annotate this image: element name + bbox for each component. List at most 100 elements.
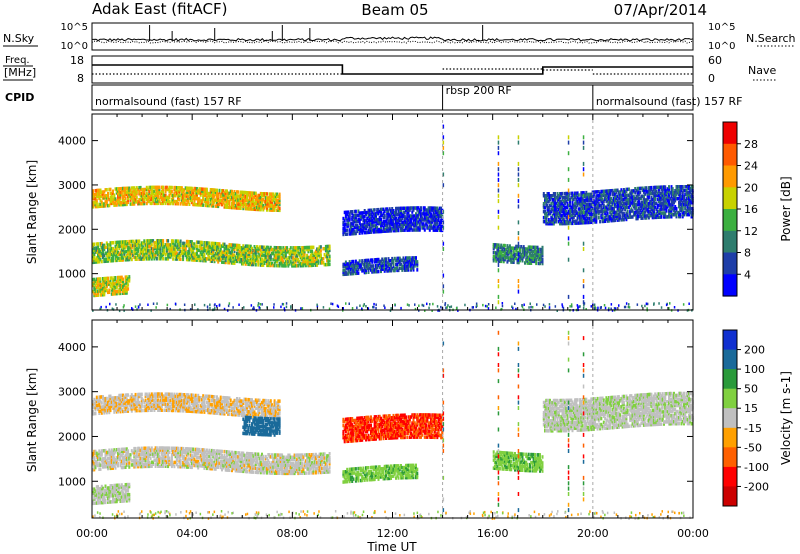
power-echo-cell — [683, 210, 685, 215]
power-echo-cell — [401, 206, 404, 211]
power-echo-cell — [277, 246, 280, 250]
power-echo-cell — [577, 213, 580, 217]
power-echo-cell — [238, 255, 241, 260]
power-echo-cell — [655, 185, 658, 190]
power-echo-cell — [413, 264, 416, 268]
power-echo-cell — [323, 262, 326, 267]
power-echo-cell — [112, 199, 114, 203]
power-echo-cell — [241, 252, 243, 256]
power-echo-cell — [224, 189, 227, 193]
power-echo-cell — [134, 241, 137, 246]
power-echo-cell — [94, 291, 97, 296]
power-echo-cell — [347, 210, 350, 214]
power-echo-cell — [411, 222, 414, 226]
power-echo-cell — [346, 218, 349, 222]
power-echo-cell — [605, 213, 608, 217]
power-echo-cell — [390, 269, 392, 273]
power-echo-cell — [386, 209, 389, 213]
power-echo-cell — [674, 189, 677, 193]
power-echo-cell — [123, 202, 126, 207]
noise-right-tick-top: 10^5 — [708, 22, 735, 33]
power-echo-cell — [291, 252, 294, 256]
power-echo-cell — [641, 202, 644, 206]
power-echo-cell — [344, 260, 347, 264]
power-echo-cell — [549, 212, 551, 216]
power-echo-cell — [192, 242, 195, 246]
power-echo-cell — [376, 259, 379, 264]
power-echo-cell — [296, 254, 299, 258]
power-echo-cell — [246, 256, 248, 260]
power-echo-cell — [125, 250, 128, 254]
power-echo-cell — [113, 278, 116, 282]
power-echo-cell — [97, 289, 99, 293]
power-echo-cell — [545, 202, 548, 206]
power-echo-cell — [601, 217, 604, 222]
power-echo-cell — [169, 189, 172, 194]
power-echo-cell — [496, 253, 499, 257]
power-echo-cell — [436, 226, 439, 230]
power-echo-cell — [178, 257, 181, 261]
power-echo-cell — [617, 206, 620, 210]
power-echo-cell — [413, 218, 416, 222]
power-echo-cell — [204, 259, 207, 263]
power-echo-cell — [210, 243, 213, 248]
power-echo-cell — [149, 245, 152, 249]
power-echo-cell — [503, 247, 506, 252]
power-echo-cell — [395, 226, 397, 231]
power-echo-cell — [128, 188, 131, 192]
power-echo-cell — [358, 213, 361, 217]
power-echo-cell — [503, 255, 506, 260]
power-echo-cell — [606, 203, 609, 207]
power-echo-cell — [311, 245, 314, 250]
power-echo-cell — [273, 255, 276, 260]
power-echo-cell — [346, 272, 349, 276]
power-echo-cell — [324, 244, 327, 249]
power-echo-cell — [531, 245, 534, 249]
power-echo-cell — [257, 249, 260, 253]
power-echo-cell — [500, 255, 503, 260]
power-echo-cell — [308, 247, 311, 252]
power-echo-cell — [118, 197, 121, 201]
power-echo-cell — [223, 250, 226, 255]
power-echo-cell — [316, 257, 319, 261]
power-echo-cell — [236, 247, 238, 252]
power-echo-cell — [258, 193, 261, 198]
power-echo-cell — [226, 254, 228, 259]
power-echo-cell — [217, 192, 220, 197]
power-echo-cell — [577, 211, 580, 215]
power-echo-cell — [217, 248, 220, 252]
power-echo-cell — [233, 243, 236, 247]
power-echo-cell — [303, 253, 306, 258]
power-echo-cell — [94, 198, 97, 203]
power-echo-cell — [382, 215, 385, 219]
power-echo-cell — [293, 262, 296, 266]
power-echo-cell — [680, 185, 683, 189]
power-echo-cell — [135, 251, 138, 255]
power-echo-cell — [520, 257, 523, 261]
power-echo-cell — [129, 202, 132, 206]
power-echo-cell — [328, 254, 331, 259]
power-echo-cell — [133, 241, 136, 246]
power-echo-cell — [185, 239, 188, 244]
power-echo-cell — [349, 226, 352, 230]
power-echo-cell — [685, 212, 688, 217]
power-echo-cell — [134, 188, 137, 192]
power-echo-cell — [431, 220, 434, 224]
power-echo-cell — [625, 197, 628, 202]
power-echo-cell — [98, 190, 101, 195]
power-echo-cell — [212, 188, 215, 192]
power-echo-cell — [428, 214, 431, 218]
power-echo-cell — [100, 287, 103, 291]
power-echo-cell — [391, 211, 394, 215]
power-echo-cell — [403, 214, 406, 218]
power-echo-cell — [678, 189, 680, 193]
power-echo-cell — [223, 203, 226, 207]
power-echo-cell — [400, 262, 402, 266]
power-echo-cell — [408, 226, 411, 230]
power-echo-cell — [213, 245, 216, 250]
power-echo-cell — [125, 256, 128, 260]
power-echo-cell — [614, 204, 617, 209]
power-echo-cell — [609, 217, 612, 221]
power-echo-cell — [395, 258, 397, 263]
power-echo-cell — [150, 189, 153, 194]
